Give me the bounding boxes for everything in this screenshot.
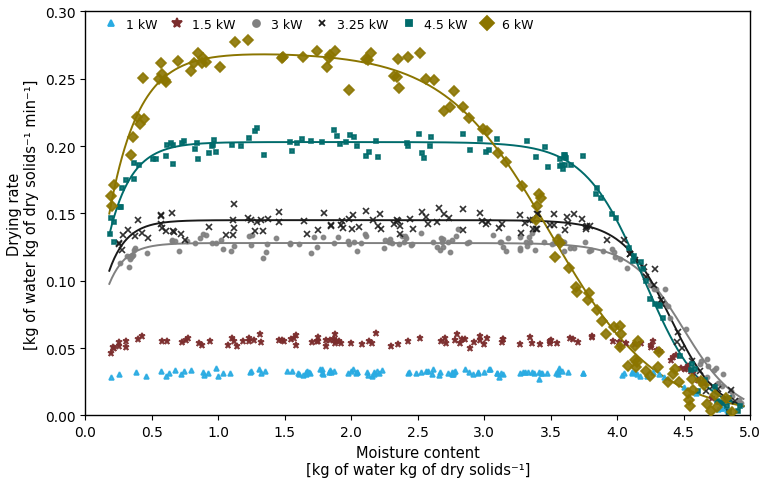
Y-axis label: Drying rate
[kg of water kg of dry solids⁻¹ min⁻¹]: Drying rate [kg of water kg of dry solid… (7, 79, 39, 349)
X-axis label: Moisture content
[kg of water kg of dry solids⁻¹]: Moisture content [kg of water kg of dry … (306, 445, 530, 477)
Legend: 1 kW, 1.5 kW, 3 kW, 3.25 kW, 4.5 kW, 6 kW: 1 kW, 1.5 kW, 3 kW, 3.25 kW, 4.5 kW, 6 k… (93, 14, 538, 37)
